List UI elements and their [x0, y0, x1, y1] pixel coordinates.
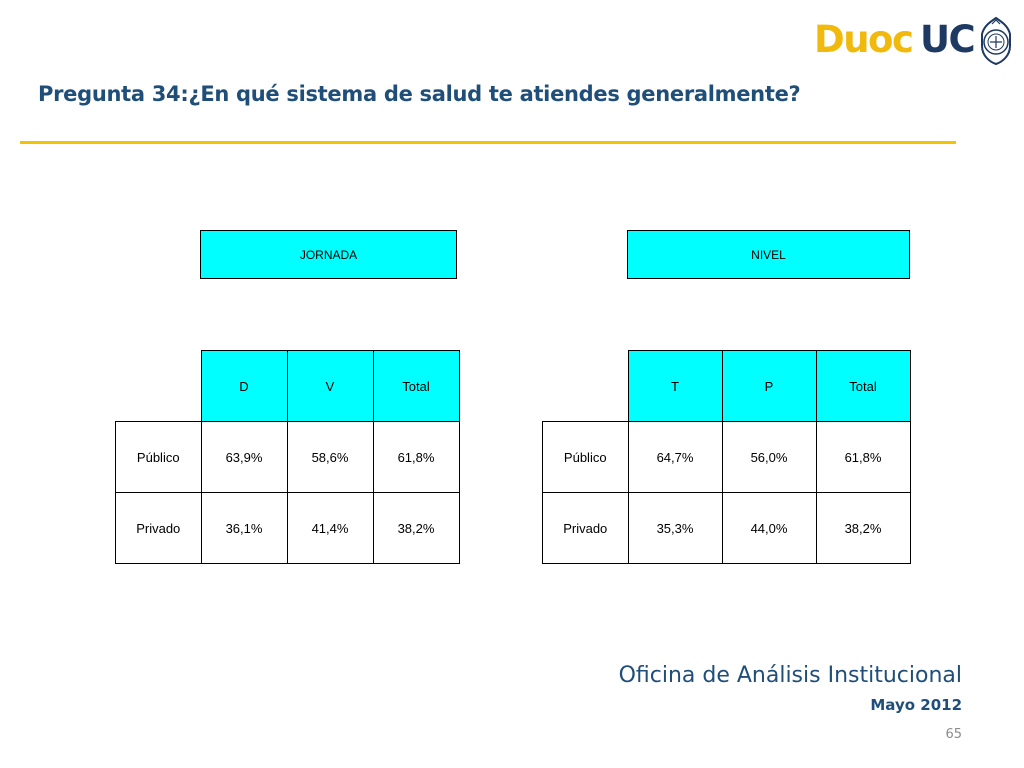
- jornada-group-label: JORNADA: [299, 247, 358, 262]
- jornada-group-header: JORNADA: [200, 230, 457, 279]
- blank-corner-cell: [116, 351, 202, 422]
- jornada-table: D V Total Público 63,9% 58,6% 61,8% Priv…: [115, 350, 460, 564]
- page-number: 65: [945, 727, 962, 742]
- table-cell: 38,2%: [815, 492, 911, 564]
- footer-organization: Oficina de Análisis Institucional: [618, 663, 962, 688]
- table-cell: 44,0%: [721, 492, 817, 564]
- table-row: Público 64,7% 56,0% 61,8%: [542, 421, 911, 493]
- table-cell: 61,8%: [372, 421, 460, 493]
- table-cell: 63,9%: [200, 421, 288, 493]
- table-cell: 38,2%: [372, 492, 460, 564]
- nivel-group-header: NIVEL: [627, 230, 910, 279]
- column-header: Total: [372, 350, 460, 422]
- blank-corner-cell: [543, 351, 629, 422]
- logo-text-uc: UC: [920, 18, 976, 61]
- table-cell: 64,7%: [627, 421, 723, 493]
- table-cell: 41,4%: [286, 492, 374, 564]
- table-header-row: D V Total: [116, 350, 460, 422]
- nivel-group-label: NIVEL: [751, 247, 786, 262]
- table-cell: 35,3%: [627, 492, 723, 564]
- column-header: T: [627, 350, 723, 422]
- column-header: P: [721, 350, 817, 422]
- row-label: Público: [542, 421, 629, 493]
- row-label: Privado: [542, 492, 629, 564]
- column-header: Total: [815, 350, 911, 422]
- row-label: Privado: [115, 492, 202, 564]
- table-cell: 36,1%: [200, 492, 288, 564]
- table-cell: 61,8%: [815, 421, 911, 493]
- column-header: V: [286, 350, 374, 422]
- table-row: Público 63,9% 58,6% 61,8%: [115, 421, 460, 493]
- duocuc-logo: Duoc UC: [812, 16, 1012, 68]
- logo-text-duoc: Duoc: [814, 18, 914, 61]
- university-seal-icon: [981, 16, 1011, 66]
- table-cell: 58,6%: [286, 421, 374, 493]
- title-divider: [20, 141, 956, 144]
- table-row: Privado 36,1% 41,4% 38,2%: [115, 492, 460, 564]
- table-row: Privado 35,3% 44,0% 38,2%: [542, 492, 911, 564]
- table-cell: 56,0%: [721, 421, 817, 493]
- slide-title: Pregunta 34:¿En qué sistema de salud te …: [38, 82, 801, 106]
- column-header: D: [200, 350, 288, 422]
- table-header-row: T P Total: [543, 350, 911, 422]
- nivel-table: T P Total Público 64,7% 56,0% 61,8% Priv…: [542, 350, 911, 564]
- footer-date: Mayo 2012: [870, 696, 962, 714]
- row-label: Público: [115, 421, 202, 493]
